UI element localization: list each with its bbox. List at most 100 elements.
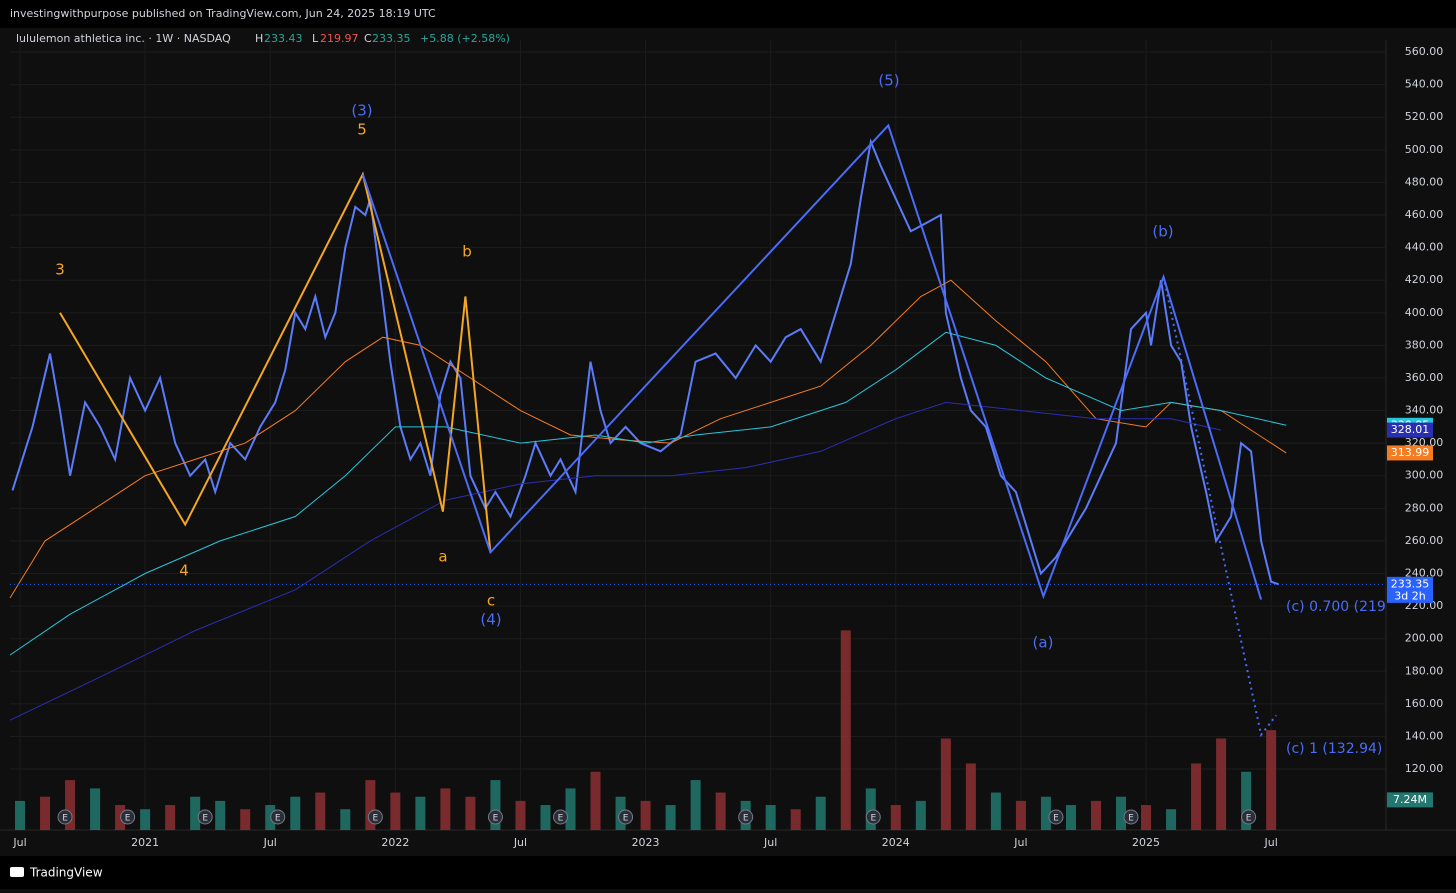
- high: 233.43: [264, 32, 303, 45]
- fib-label: (c) 1 (132.94): [1286, 741, 1382, 757]
- earnings-label: E: [125, 814, 131, 824]
- volume-bar: [65, 780, 76, 830]
- volume-bar: [1216, 738, 1227, 830]
- volume-bar: [415, 796, 426, 830]
- volume-bar: [1116, 796, 1127, 830]
- y-tick-label: 160.00: [1405, 697, 1444, 710]
- volume-bar: [1090, 800, 1101, 830]
- volume-bar: [440, 788, 451, 830]
- brand: TradingView: [29, 866, 103, 880]
- volume-bar: [990, 792, 1001, 830]
- moving-average: [9, 279, 1287, 599]
- low-label: L: [312, 32, 319, 45]
- y-tick-label: 520.00: [1405, 110, 1444, 123]
- volume-bar: [1191, 763, 1202, 830]
- earnings-marker: [120, 809, 136, 825]
- wave-label: 5: [357, 121, 367, 139]
- volume-bar: [115, 805, 126, 830]
- y-tick-label: 380.00: [1405, 338, 1444, 351]
- earnings-label: E: [202, 814, 208, 824]
- y-tick-label: 240.00: [1405, 567, 1444, 580]
- volume-bar: [1266, 730, 1277, 830]
- volume-bar: [190, 796, 201, 830]
- bottom-bar: [0, 856, 1456, 889]
- volume-bar: [1040, 796, 1051, 830]
- wave-line: [361, 123, 1263, 600]
- earnings-marker: [1123, 809, 1139, 825]
- y-tick-label: 560.00: [1405, 45, 1444, 58]
- volume-bar: [490, 780, 501, 830]
- wave-label: (5): [878, 72, 899, 90]
- volume-bar: [940, 738, 951, 830]
- wave-label: (4): [480, 611, 501, 629]
- earnings-marker: [738, 809, 754, 825]
- wave-label: 4: [179, 562, 189, 580]
- volume-bar: [390, 792, 401, 830]
- logo-icon: [10, 867, 24, 877]
- volume-bar: [765, 805, 776, 830]
- volume-bar: [40, 796, 51, 830]
- volume-bar: [265, 805, 276, 830]
- y-tick-label: 180.00: [1405, 664, 1444, 677]
- earnings-marker: [367, 809, 383, 825]
- volume-bar: [865, 788, 876, 830]
- earnings-label: E: [1246, 814, 1252, 824]
- logo: [10, 867, 24, 877]
- volume-bar: [790, 809, 801, 830]
- volume-bar: [715, 792, 726, 830]
- volume-bar: [365, 780, 376, 830]
- volume-bar: [690, 780, 701, 830]
- y-tick-label: 480.00: [1405, 175, 1444, 188]
- y-tick-label: 460.00: [1405, 208, 1444, 221]
- high-label: H: [255, 32, 263, 45]
- moving-average: [9, 401, 1222, 721]
- earnings-label: E: [743, 814, 749, 824]
- volume-bar: [1141, 805, 1152, 830]
- earnings-marker: [270, 809, 286, 825]
- earnings-marker: [618, 809, 634, 825]
- volume-bar: [1015, 800, 1026, 830]
- x-tick-label: Jul: [513, 836, 527, 849]
- earnings-label: E: [62, 814, 68, 824]
- earnings-label: E: [493, 814, 499, 824]
- moving-average: [9, 331, 1287, 656]
- volume-bar: [515, 800, 526, 830]
- wave-label: (3): [351, 102, 372, 120]
- y-tick-label: 260.00: [1405, 534, 1444, 547]
- change: +5.88 (+2.58%): [420, 32, 510, 45]
- volume-bar: [465, 796, 476, 830]
- volume-bar: [15, 800, 26, 830]
- volume-bar: [315, 792, 326, 830]
- y-tick-label: 420.00: [1405, 273, 1444, 286]
- top-bar: [0, 0, 1456, 28]
- volume-bar: [215, 800, 226, 830]
- wave-line: [59, 171, 492, 553]
- volume-bar: [965, 763, 976, 830]
- earnings-marker: [1241, 809, 1257, 825]
- wave-label: (a): [1033, 634, 1054, 652]
- x-tick-label: 2021: [131, 836, 159, 849]
- x-tick-label: Jul: [763, 836, 777, 849]
- publisher: investingwithpurpose published on Tradin…: [10, 7, 436, 20]
- y-tick-label: 300.00: [1405, 469, 1444, 482]
- y-tick-label: 400.00: [1405, 306, 1444, 319]
- y-tick-label: 120.00: [1405, 762, 1444, 775]
- volume-bar: [340, 809, 351, 830]
- volume-bar: [165, 805, 176, 830]
- volume-bar: [890, 805, 901, 830]
- x-tick-label: Jul: [1013, 836, 1027, 849]
- earnings-label: E: [558, 814, 564, 824]
- close-label: C: [364, 32, 372, 45]
- earnings-marker: [553, 809, 569, 825]
- close: 233.35: [372, 32, 411, 45]
- y-tick-label: 440.00: [1405, 241, 1444, 254]
- earnings-marker: [1048, 809, 1064, 825]
- volume-bar: [640, 800, 651, 830]
- earnings-marker: [197, 809, 213, 825]
- price-label-note: 3d 2h: [1394, 589, 1425, 602]
- wave-line: [1162, 276, 1277, 738]
- y-tick-label: 360.00: [1405, 371, 1444, 384]
- volume-bar: [540, 805, 551, 830]
